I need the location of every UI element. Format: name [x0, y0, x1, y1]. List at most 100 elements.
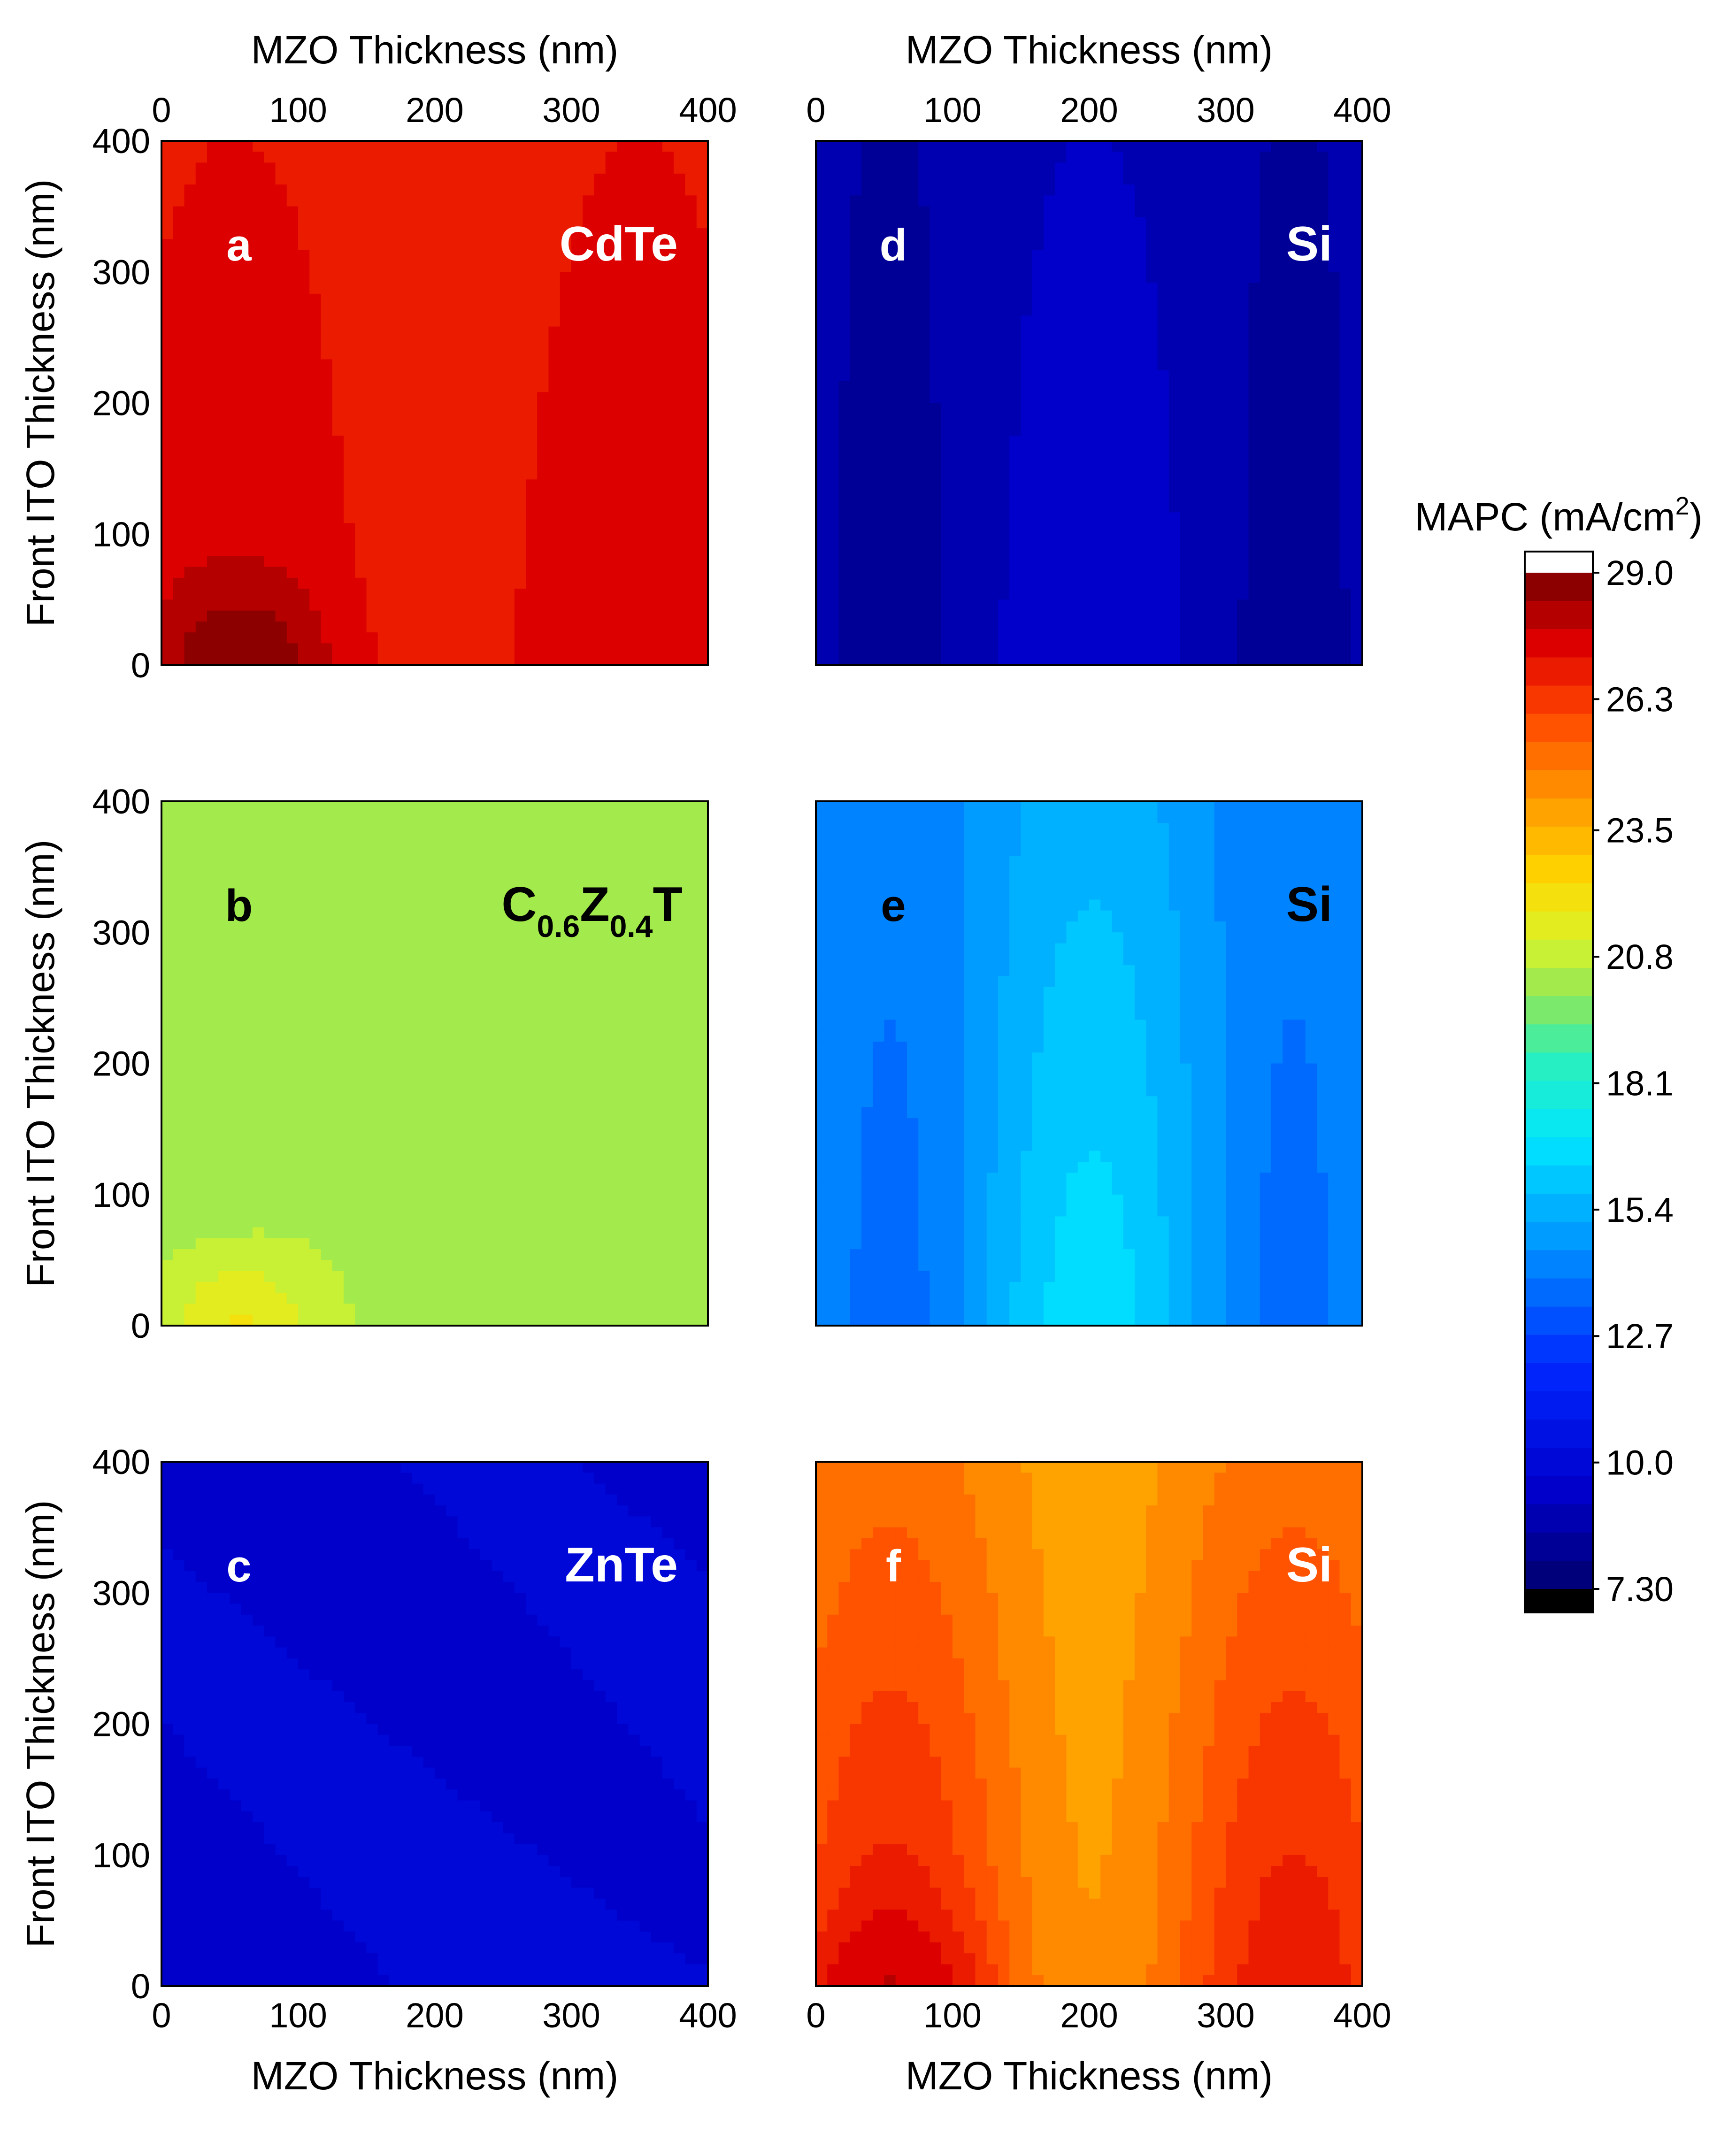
colorbar-level [1525, 601, 1593, 630]
colorbar-level [1525, 1504, 1593, 1533]
colorbar-level [1525, 1560, 1593, 1589]
panel-d-contour [816, 141, 1362, 665]
panel-e-material: Si [1286, 877, 1332, 932]
colorbar: 29.0 26.3 23.5 20.8 18.1 15.4 12.7 10.0 7.30 MAPC… [1414, 492, 1703, 1613]
panel-a-frame [161, 140, 709, 666]
panel-b-material: C0.6Z0.4T [501, 877, 683, 944]
colorbar-tick-label: 15.4 [1606, 1190, 1674, 1229]
x-tick-label: 0 [806, 1996, 825, 2035]
x-tick-label: 400 [679, 1996, 737, 2035]
panel-c-frame [161, 1461, 709, 1987]
panel-a-letter: a [226, 220, 252, 270]
y-tick-label: 400 [92, 1442, 150, 1481]
colorbar-level [1525, 1532, 1593, 1561]
x-tick-label: 300 [1197, 1996, 1254, 2035]
colorbar-title: MAPC (mA/cm2) [1414, 492, 1702, 539]
colorbar-level [1525, 1476, 1593, 1505]
colorbar-level [1525, 1250, 1593, 1279]
y-axis-title: Front ITO Thickness (nm) [18, 840, 62, 1288]
y-tick-label: 100 [92, 1836, 150, 1875]
panel-e: e Si [815, 800, 1363, 1327]
colorbar-level [1525, 1052, 1593, 1082]
panel-a: a CdTe 0 100 200 300 400 MZO Thickness (nm) 0 100… [18, 28, 737, 685]
y-tick-label: 400 [92, 122, 150, 161]
colorbar-level [1525, 1278, 1593, 1307]
colorbar-under [1525, 1589, 1593, 1612]
x-tick-label: 100 [923, 1996, 981, 2035]
panel-e-letter: e [881, 881, 906, 931]
y-tick-label: 300 [92, 913, 150, 952]
colorbar-tick-label: 12.7 [1606, 1317, 1674, 1356]
panel-f-material: Si [1286, 1538, 1332, 1592]
colorbar-tick-label: 18.1 [1606, 1064, 1674, 1103]
colorbar-level [1525, 1194, 1593, 1222]
colorbar-level [1525, 1137, 1593, 1166]
colorbar-level [1525, 657, 1593, 686]
panel-b-contour [161, 801, 708, 1326]
colorbar-level [1525, 1335, 1593, 1364]
colorbar-level [1525, 1419, 1593, 1449]
colorbar-level [1525, 573, 1593, 601]
colorbar-level [1525, 1448, 1593, 1477]
colorbar-level [1525, 1109, 1593, 1138]
panel-d: d Si 0 100 200 300 400 MZO Thickness (nm) [806, 28, 1391, 666]
y-tick-label: 100 [92, 515, 150, 554]
colorbar-level [1525, 1222, 1593, 1251]
y-tick-label: 200 [92, 1044, 150, 1083]
y-axis-title: Front ITO Thickness (nm) [18, 179, 62, 627]
x-tick-label: 200 [406, 91, 463, 130]
x-tick-label: 400 [1333, 91, 1391, 130]
colorbar-tick-label: 23.5 [1606, 811, 1674, 850]
x-axis-title: MZO Thickness (nm) [906, 28, 1273, 72]
y-tick-label: 200 [92, 1705, 150, 1744]
x-tick-label: 0 [152, 91, 171, 130]
colorbar-level [1525, 1363, 1593, 1392]
y-tick-label: 300 [92, 1573, 150, 1612]
y-tick-label: 0 [131, 646, 150, 685]
panel-e-frame [815, 800, 1363, 1327]
colorbar-level [1525, 911, 1593, 940]
panel-c-contour [161, 1462, 708, 1986]
y-tick-label: 400 [92, 782, 150, 821]
panel-f: f Si 0 100 200 300 400 MZO Thickness (nm) [806, 1461, 1391, 2098]
x-tick-label: 400 [679, 91, 737, 130]
colorbar-level [1525, 685, 1593, 714]
colorbar-tick-label: 20.8 [1606, 937, 1674, 976]
panel-d-letter: d [880, 220, 907, 270]
panel-d-material: Si [1286, 217, 1332, 271]
panel-b-frame [161, 800, 709, 1327]
panel-f-letter: f [886, 1541, 901, 1591]
y-tick-label: 300 [92, 253, 150, 292]
colorbar-over [1525, 552, 1593, 573]
colorbar-level [1525, 996, 1593, 1025]
colorbar-level [1525, 798, 1593, 828]
colorbar-level [1525, 939, 1593, 968]
y-axis-title: Front ITO Thickness (nm) [18, 1500, 62, 1948]
x-tick-label: 300 [542, 1996, 600, 2035]
colorbar-level [1525, 967, 1593, 997]
colorbar-tick-label: 29.0 [1606, 553, 1674, 592]
x-tick-label: 300 [1197, 91, 1254, 130]
colorbar-level [1525, 855, 1593, 884]
colorbar-tick-label: 7.30 [1606, 1570, 1674, 1609]
colorbar-level [1525, 742, 1593, 771]
colorbar-tick-label: 10.0 [1606, 1443, 1674, 1482]
colorbar-level [1525, 714, 1593, 743]
panel-b: b C0.6Z0.4T 0 100 200 300 400 Front ITO Thickne… [18, 782, 709, 1345]
x-axis-title: MZO Thickness (nm) [251, 2054, 619, 2098]
x-tick-label: 200 [406, 1996, 463, 2035]
panel-b-letter: b [225, 881, 253, 931]
colorbar-level [1525, 629, 1593, 658]
panel-f-contour [816, 1462, 1362, 1986]
colorbar-level [1525, 1081, 1593, 1110]
panel-c-material: ZnTe [565, 1538, 678, 1592]
panel-e-contour [816, 801, 1362, 1326]
x-tick-label: 300 [542, 91, 600, 130]
y-tick-label: 0 [131, 1306, 150, 1345]
colorbar-level [1525, 1165, 1593, 1194]
panel-d-frame [815, 140, 1363, 666]
x-tick-label: 200 [1060, 1996, 1118, 2035]
x-tick-label: 400 [1333, 1996, 1391, 2035]
panel-f-frame [815, 1461, 1363, 1987]
